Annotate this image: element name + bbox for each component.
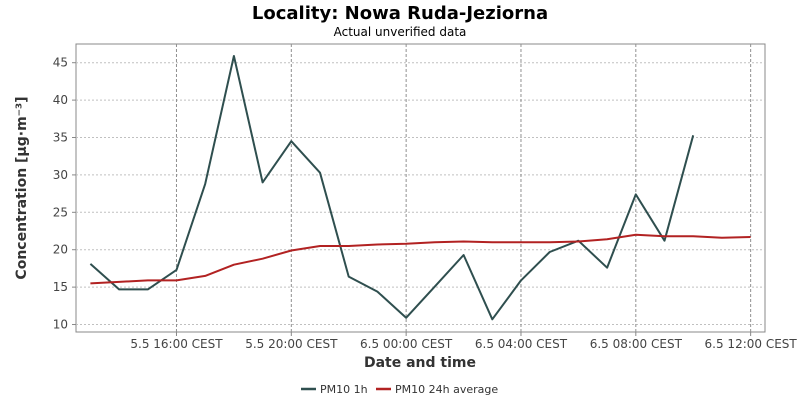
data-point-pm10-24h-average [576, 239, 581, 244]
y-axis: 10 15 20 25 30 35 40 45 [53, 56, 76, 332]
grid [76, 44, 765, 332]
data-point-pm10-24h-average [748, 234, 753, 239]
data-point-pm10-24h-average [88, 281, 93, 286]
data-point-pm10-1h [461, 252, 466, 257]
data-point-pm10-1h [633, 192, 638, 197]
y-tick-label: 15 [53, 280, 68, 294]
x-axis: 5.5 16:00 CEST 5.5 20:00 CEST 6.5 00:00 CE… [130, 332, 797, 351]
data-point-pm10-24h-average [633, 232, 638, 237]
data-point-pm10-24h-average [346, 243, 351, 248]
data-point-pm10-24h-average [691, 234, 696, 239]
data-point-pm10-1h [174, 267, 179, 272]
data-point-pm10-1h [346, 274, 351, 279]
x-tick-label: 6.5 08:00 CEST [590, 337, 683, 351]
data-point-pm10-24h-average [289, 248, 294, 253]
data-point-pm10-24h-average [719, 235, 724, 240]
x-tick-label: 6.5 04:00 CEST [475, 337, 568, 351]
series-line-pm10-24h-average [90, 233, 751, 285]
data-point-pm10-24h-average [432, 240, 437, 245]
y-axis-label: Concentration [μg·m⁻³] [14, 96, 30, 279]
data-point-pm10-1h [260, 180, 265, 185]
y-tick-label: 30 [53, 168, 68, 182]
y-tick-label: 20 [53, 243, 68, 257]
data-point-pm10-24h-average [490, 240, 495, 245]
data-point-pm10-24h-average [318, 243, 323, 248]
data-point-pm10-1h [605, 265, 610, 270]
data-point-pm10-1h [518, 278, 523, 283]
data-point-pm10-24h-average [375, 242, 380, 247]
data-point-pm10-24h-average [404, 241, 409, 246]
data-point-pm10-1h [203, 181, 208, 186]
data-point-pm10-1h [490, 317, 495, 322]
y-tick-label: 45 [53, 56, 68, 70]
x-tick-label: 5.5 20:00 CEST [245, 337, 338, 351]
data-point-pm10-24h-average [203, 273, 208, 278]
data-point-pm10-1h [318, 170, 323, 175]
data-point-pm10-24h-average [547, 240, 552, 245]
y-tick-label: 40 [53, 93, 68, 107]
data-point-pm10-24h-average [117, 279, 122, 284]
data-point-pm10-1h [231, 53, 236, 58]
data-point-pm10-24h-average [174, 278, 179, 283]
x-axis-label: Date and time [364, 355, 476, 371]
data-point-pm10-24h-average [662, 234, 667, 239]
data-point-pm10-1h [691, 133, 696, 138]
legend-label-pm10-24h: PM10 24h average [395, 383, 498, 396]
data-point-pm10-1h [375, 289, 380, 294]
data-point-pm10-24h-average [260, 256, 265, 261]
data-point-pm10-1h [547, 249, 552, 254]
y-tick-label: 10 [53, 318, 68, 332]
legend: PM10 1h PM10 24h average [301, 383, 498, 396]
data-point-pm10-1h [88, 261, 93, 266]
x-tick-label: 6.5 00:00 CEST [360, 337, 453, 351]
series-line-pm10-1h [89, 55, 695, 321]
data-point-pm10-24h-average [605, 237, 610, 242]
chart-title: Locality: Nowa Ruda-Jeziorna [252, 3, 548, 24]
data-point-pm10-1h [117, 287, 122, 292]
data-point-pm10-1h [145, 287, 150, 292]
x-tick-label: 6.5 12:00 CEST [705, 337, 798, 351]
data-point-pm10-24h-average [461, 239, 466, 244]
data-point-pm10-24h-average [145, 278, 150, 283]
legend-label-pm10-1h: PM10 1h [320, 383, 368, 396]
y-tick-label: 35 [53, 131, 68, 145]
data-point-pm10-1h [662, 238, 667, 243]
series-layer [88, 53, 753, 322]
data-point-pm10-1h [432, 284, 437, 289]
data-point-pm10-24h-average [231, 262, 236, 267]
plot-area [75, 43, 766, 333]
y-tick-label: 25 [53, 205, 68, 219]
data-point-pm10-1h [404, 315, 409, 320]
chart-subtitle: Actual unverified data [334, 25, 467, 39]
data-point-pm10-1h [289, 139, 294, 144]
data-point-pm10-24h-average [518, 240, 523, 245]
x-tick-label: 5.5 16:00 CEST [130, 337, 223, 351]
